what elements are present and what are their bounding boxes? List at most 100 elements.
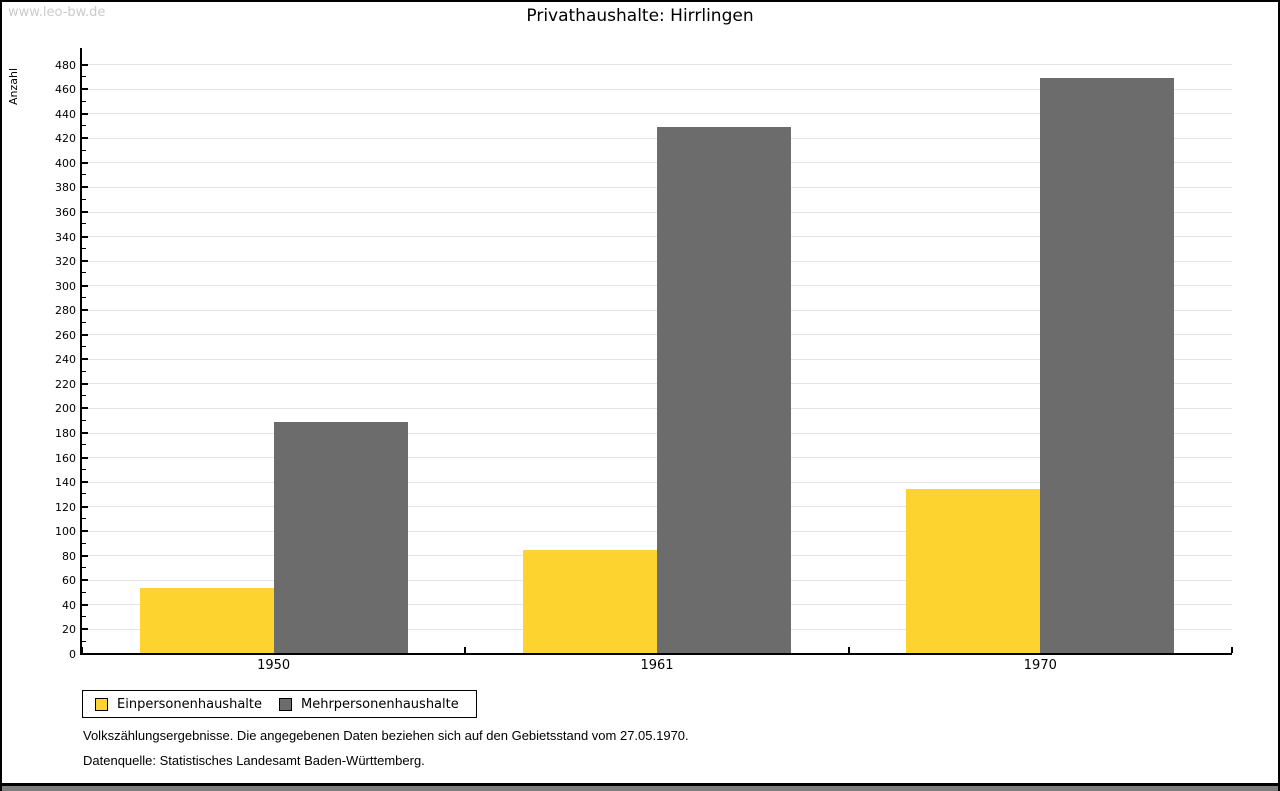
y-minor-tick-30: [82, 616, 86, 618]
bar-Mehrpersonenhaushalte-1970: [1040, 78, 1175, 654]
y-minor-tick-70: [82, 567, 86, 569]
y-major-tick-120: [82, 505, 88, 508]
y-major-tick-460: [82, 88, 88, 91]
y-minor-tick-450: [82, 100, 86, 102]
y-minor-tick-370: [82, 198, 86, 200]
x-boundary-tick-3: [1231, 647, 1233, 653]
y-major-tick-60: [82, 579, 88, 582]
y-minor-tick-170: [82, 444, 86, 446]
y-minor-tick-390: [82, 174, 86, 176]
y-major-tick-300: [82, 284, 88, 287]
y-tick-label-260: 260: [55, 328, 76, 342]
y-minor-tick-110: [82, 517, 86, 519]
y-major-tick-360: [82, 211, 88, 214]
y-minor-tick-470: [82, 75, 86, 77]
legend-entry-Einpersonenhaushalte: Einpersonenhaushalte: [95, 697, 262, 712]
legend-swatch-icon: [279, 697, 292, 711]
y-minor-tick-430: [82, 125, 86, 127]
y-minor-tick-150: [82, 468, 86, 470]
y-major-tick-420: [82, 137, 88, 140]
y-minor-tick-230: [82, 370, 86, 372]
y-minor-tick-10: [82, 640, 86, 642]
y-major-tick-20: [82, 628, 88, 631]
y-minor-tick-330: [82, 247, 86, 249]
y-tick-label-200: 200: [55, 402, 76, 416]
y-tick-label-180: 180: [55, 427, 76, 440]
y-major-tick-0: [82, 653, 88, 655]
x-tick-label-1950: 1950: [257, 658, 291, 673]
y-tick-label-360: 360: [55, 206, 76, 220]
y-tick-label-20: 20: [62, 623, 76, 637]
y-major-tick-280: [82, 309, 88, 312]
bar-Einpersonenhaushalte-1961: [523, 549, 657, 654]
y-minor-tick-210: [82, 395, 86, 397]
y-major-tick-140: [82, 481, 88, 484]
y-major-tick-220: [82, 382, 88, 385]
y-tick-label-160: 160: [55, 451, 76, 465]
y-minor-tick-50: [82, 591, 86, 593]
y-minor-tick-310: [82, 272, 86, 274]
y-tick-label-400: 400: [55, 156, 76, 170]
y-tick-label-440: 440: [55, 107, 76, 121]
y-minor-tick-270: [82, 321, 86, 323]
y-minor-tick-410: [82, 149, 86, 151]
y-minor-tick-290: [82, 296, 86, 298]
legend-box: Einpersonenhaushalte Mehrpersonenhaushalt…: [82, 690, 477, 718]
y-major-tick-260: [82, 333, 88, 336]
bottom-edge-strip: [2, 783, 1278, 791]
y-major-tick-160: [82, 456, 88, 459]
y-major-tick-340: [82, 235, 88, 238]
y-tick-label-380: 380: [55, 181, 76, 195]
x-boundary-tick-1: [464, 647, 467, 653]
y-tick-label-340: 340: [55, 230, 76, 244]
y-major-tick-80: [82, 554, 88, 557]
y-major-tick-380: [82, 186, 88, 189]
y-tick-label-120: 120: [55, 500, 76, 514]
y-tick-label-100: 100: [55, 525, 76, 539]
x-tick-label-1970: 1970: [1023, 658, 1057, 673]
footnote-source-note: Volkszählungsergebnisse. Die angegebenen…: [83, 728, 689, 743]
y-axis-line: [80, 48, 82, 655]
bar-Einpersonenhaushalte-1950: [139, 587, 274, 654]
bar-Einpersonenhaushalte-1970: [906, 489, 1041, 654]
y-tick-label-80: 80: [62, 549, 76, 563]
y-tick-label-300: 300: [55, 279, 76, 293]
y-minor-tick-130: [82, 493, 86, 495]
watermark-url: www.leo-bw.de: [8, 5, 106, 20]
y-tick-label-220: 220: [55, 377, 76, 391]
y-tick-label-140: 140: [55, 476, 76, 490]
y-major-tick-400: [82, 161, 88, 164]
gridline-y-460: [82, 88, 1232, 90]
y-tick-label-240: 240: [55, 353, 76, 367]
y-major-tick-240: [82, 358, 88, 361]
y-tick-label-480: 480: [55, 58, 76, 72]
y-major-tick-100: [82, 530, 88, 533]
chart-title: Privathaushalte: Hirrlingen: [526, 6, 754, 26]
y-tick-label-0: 0: [69, 648, 76, 661]
y-major-tick-200: [82, 407, 88, 410]
y-tick-label-320: 320: [55, 255, 76, 269]
y-tick-label-420: 420: [55, 132, 76, 146]
y-minor-tick-90: [82, 542, 86, 544]
y-tick-label-40: 40: [62, 598, 76, 612]
y-tick-label-280: 280: [55, 304, 76, 318]
x-boundary-tick-0: [81, 647, 83, 653]
legend-swatch-icon: [95, 697, 108, 711]
y-major-tick-40: [82, 603, 88, 606]
y-minor-tick-350: [82, 223, 86, 225]
footnote-data-source: Datenquelle: Statistisches Landesamt Bad…: [83, 753, 425, 768]
legend-label: Einpersonenhaushalte: [117, 696, 262, 712]
x-axis-line: [80, 653, 1232, 655]
gridline-y-440: [82, 113, 1232, 115]
y-minor-tick-190: [82, 419, 86, 421]
legend-entry-Mehrpersonenhaushalte: Mehrpersonenhaushalte: [279, 697, 459, 712]
y-tick-label-460: 460: [55, 83, 76, 97]
bar-Mehrpersonenhaushalte-1961: [657, 127, 791, 654]
gridline-y-480: [82, 64, 1232, 66]
y-minor-tick-250: [82, 346, 86, 348]
y-tick-label-60: 60: [62, 574, 76, 588]
legend-label: Mehrpersonenhaushalte: [301, 696, 459, 712]
x-boundary-tick-2: [847, 647, 850, 653]
